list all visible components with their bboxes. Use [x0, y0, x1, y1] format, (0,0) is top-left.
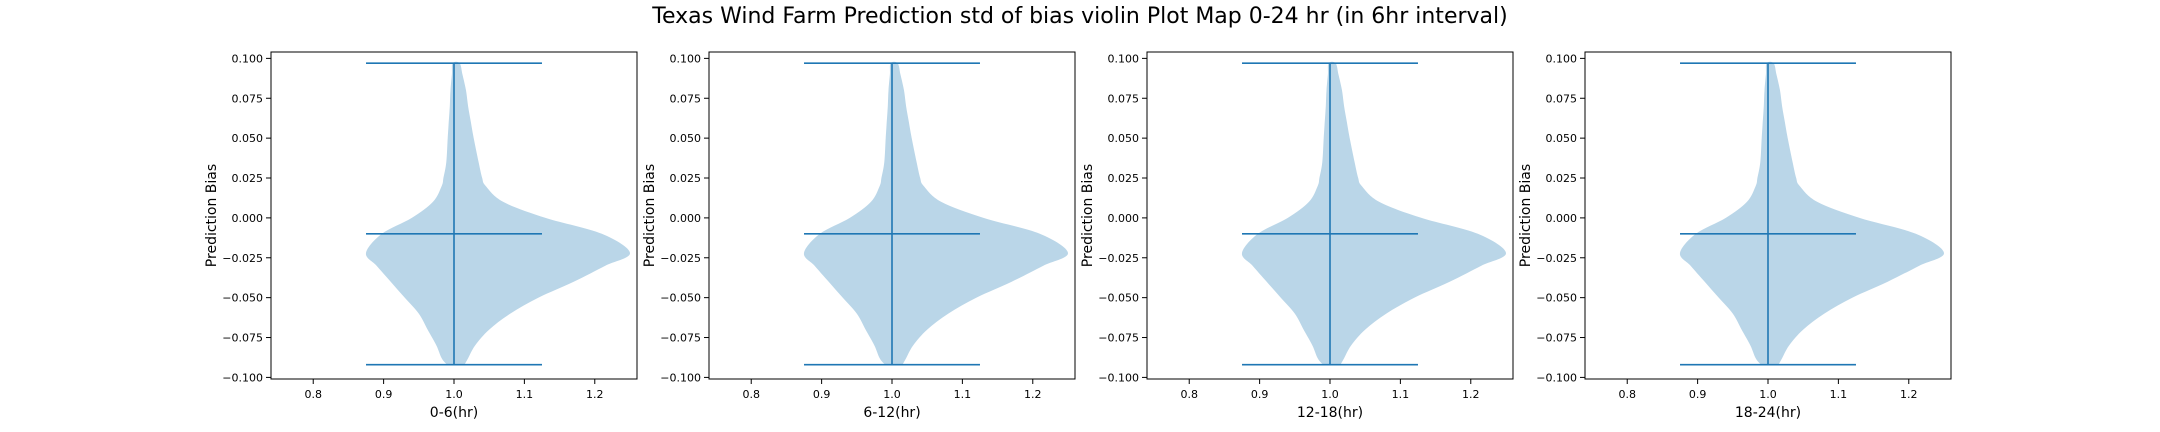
panel-1-violin-body	[365, 61, 631, 365]
panel-2-violin-body	[803, 61, 1069, 365]
panel-2-y-tick-label: −0.050	[660, 292, 701, 305]
panel-4-x-tick-label: 1.0	[1759, 388, 1777, 401]
panel-3-x-tick-label: 1.0	[1321, 388, 1339, 401]
panel-3-violin-body	[1241, 61, 1507, 365]
panel-4-y-axis-label: Prediction Bias	[1518, 164, 1534, 267]
panel-4-x-tick-label: 1.1	[1830, 388, 1848, 401]
panel-1-y-tick-label: 0.100	[232, 52, 264, 65]
panel-3-x-tick-label: 1.1	[1392, 388, 1410, 401]
panel-4-y-tick-label: 0.000	[1546, 212, 1578, 225]
panel-4-x-tick-label: 0.8	[1618, 388, 1636, 401]
panel-2-x-tick-label: 1.2	[1024, 388, 1042, 401]
panel-4-y-tick-label: 0.050	[1546, 132, 1578, 145]
panel-4-violin-body	[1679, 61, 1945, 365]
panel-3-y-tick-label: 0.075	[1108, 92, 1140, 105]
panel-2-y-tick-label: −0.100	[660, 371, 701, 384]
panel-1-y-tick-label: −0.100	[222, 371, 263, 384]
panel-3-y-tick-label: 0.100	[1108, 52, 1140, 65]
panel-4-y-tick-label: −0.025	[1536, 252, 1577, 265]
panel-1-y-tick-label: −0.050	[222, 292, 263, 305]
panel-3-x-tick-label: 0.9	[1251, 388, 1269, 401]
panel-1-y-tick-label: −0.025	[222, 252, 263, 265]
panel-1-x-axis-label: 0-6(hr)	[430, 405, 478, 421]
panel-3-x-tick-label: 0.8	[1180, 388, 1198, 401]
panel-2-y-tick-label: −0.075	[660, 332, 701, 345]
panel-1-y-tick-label: 0.025	[232, 172, 264, 185]
panel-1-x-tick-label: 0.9	[375, 388, 393, 401]
figure-title: Texas Wind Farm Prediction std of bias v…	[652, 4, 1508, 29]
panel-1-x-tick-label: 0.8	[304, 388, 322, 401]
panel-1-y-tick-label: 0.000	[232, 212, 264, 225]
panel-2-y-tick-label: −0.025	[660, 252, 701, 265]
panel-1-y-tick-label: 0.075	[232, 92, 264, 105]
panel-1-x-tick-label: 1.2	[586, 388, 604, 401]
panel-2-y-axis-label: Prediction Bias	[642, 164, 658, 267]
panel-3-y-tick-label: −0.050	[1098, 292, 1139, 305]
panel-1-x-tick-label: 1.1	[516, 388, 534, 401]
panel-1-y-tick-label: 0.050	[232, 132, 264, 145]
panel-3-y-tick-label: −0.025	[1098, 252, 1139, 265]
panel-2-y-tick-label: 0.100	[670, 52, 702, 65]
panel-3-y-tick-label: 0.025	[1108, 172, 1140, 185]
panel-2-y-tick-label: 0.050	[670, 132, 702, 145]
panel-1-x-tick-label: 1.0	[445, 388, 463, 401]
panel-2-y-tick-label: 0.025	[670, 172, 702, 185]
panel-4-y-tick-label: −0.050	[1536, 292, 1577, 305]
panel-2-x-tick-label: 0.8	[742, 388, 760, 401]
panel-2-y-tick-label: 0.075	[670, 92, 702, 105]
panel-4-x-axis-label: 18-24(hr)	[1735, 405, 1801, 421]
panel-4-y-tick-label: 0.075	[1546, 92, 1578, 105]
panel-2-x-tick-label: 0.9	[813, 388, 831, 401]
panel-4-y-tick-label: 0.025	[1546, 172, 1578, 185]
panel-2-y-tick-label: 0.000	[670, 212, 702, 225]
panel-3-y-axis-label: Prediction Bias	[1080, 164, 1096, 267]
panel-4-x-tick-label: 0.9	[1689, 388, 1707, 401]
panel-3-x-tick-label: 1.2	[1462, 388, 1480, 401]
panel-3-y-tick-label: −0.100	[1098, 371, 1139, 384]
panel-4-y-tick-label: −0.100	[1536, 371, 1577, 384]
panel-3-y-tick-label: 0.050	[1108, 132, 1140, 145]
panel-4-x-tick-label: 1.2	[1900, 388, 1918, 401]
panel-4-y-tick-label: −0.075	[1536, 332, 1577, 345]
panel-3-y-tick-label: 0.000	[1108, 212, 1140, 225]
panel-2-x-axis-label: 6-12(hr)	[863, 405, 920, 421]
panel-3-x-axis-label: 12-18(hr)	[1297, 405, 1363, 421]
panel-4-y-tick-label: 0.100	[1546, 52, 1578, 65]
panel-2-x-tick-label: 1.0	[883, 388, 901, 401]
panel-1-y-axis-label: Prediction Bias	[204, 164, 220, 267]
panel-1-y-tick-label: −0.075	[222, 332, 263, 345]
panel-2-x-tick-label: 1.1	[954, 388, 972, 401]
panel-3-y-tick-label: −0.075	[1098, 332, 1139, 345]
